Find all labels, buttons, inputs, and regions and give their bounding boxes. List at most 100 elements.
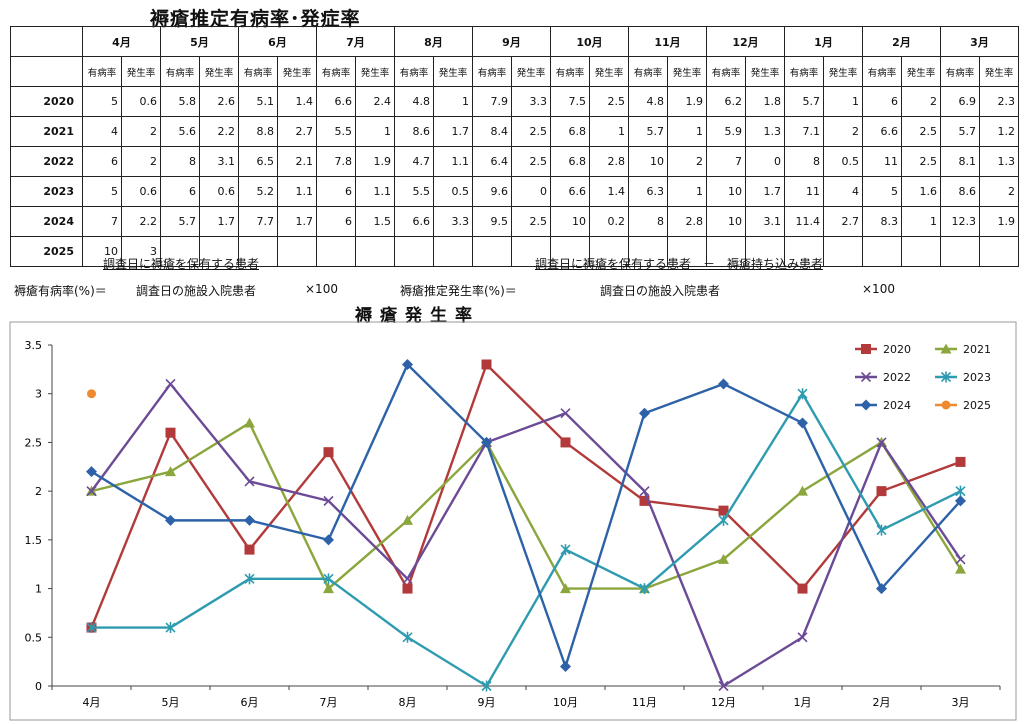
sub-header: 発生率: [199, 56, 239, 87]
sub-header: 有病率: [394, 56, 434, 87]
data-point-2021: [955, 563, 966, 574]
data-point-2022: [402, 573, 413, 584]
month-header: 12月: [706, 26, 785, 57]
data-point-2021: [797, 485, 808, 496]
data-point-2024: [797, 417, 808, 429]
value-cell: [706, 236, 746, 267]
sub-header: 有病率: [160, 56, 200, 87]
data-point-2023: [165, 622, 176, 634]
value-cell: 5.6: [160, 116, 200, 147]
value-cell: 1.7: [277, 206, 317, 237]
legend-label-2021: 2021: [963, 343, 991, 356]
x-tick-label: 2月: [873, 696, 891, 709]
data-point-2023: [876, 524, 887, 536]
value-cell: 0.2: [589, 206, 629, 237]
incidence-denominator: 調査日の施設入院患者: [600, 284, 721, 298]
value-cell: 10: [82, 236, 122, 267]
value-cell: 1.2: [979, 116, 1019, 147]
rates-table: 4月 5月 6月 7月 8月 9月 10月 11月 12月 1月 2月 3月 有病率 発生率 有病率 発生率有…: [10, 26, 1019, 267]
data-point-2022: [323, 495, 334, 506]
y-tick-label: 1: [35, 583, 42, 596]
data-point-2024: [86, 466, 97, 478]
x-tick-label: 11月: [632, 696, 657, 709]
value-cell: 1.3: [979, 146, 1019, 177]
value-cell: 3: [121, 236, 161, 267]
data-point-2020: [955, 456, 966, 467]
data-point-2023: [955, 485, 966, 497]
data-point-2023: [402, 631, 413, 643]
y-tick-label: 3.5: [25, 339, 43, 352]
data-point-2020: [323, 447, 334, 458]
data-point-2022: [718, 680, 729, 692]
value-cell: 6.8: [550, 146, 590, 177]
value-cell: 2: [979, 176, 1019, 207]
data-point-2022: [244, 476, 255, 487]
value-cell: 5: [862, 176, 902, 207]
data-point-2022: [86, 486, 97, 497]
x-tick-label: 8月: [399, 696, 417, 709]
sub-header: 有病率: [706, 56, 746, 87]
value-cell: [511, 236, 551, 267]
sub-header: 発生率: [823, 56, 863, 87]
value-cell: 1.4: [277, 86, 317, 117]
value-cell: 8.6: [394, 116, 434, 147]
sub-header: 有病率: [550, 56, 590, 87]
y-tick-label: 0.5: [25, 631, 43, 644]
value-cell: [394, 236, 434, 267]
value-cell: 8: [628, 206, 668, 237]
sub-header: 有病率: [784, 56, 824, 87]
value-cell: 1.8: [745, 86, 785, 117]
value-cell: 5: [82, 86, 122, 117]
value-cell: 5.9: [706, 116, 746, 147]
data-point-2023: [718, 514, 729, 526]
data-point-2022: [876, 437, 887, 448]
value-cell: 10: [550, 206, 590, 237]
legend-marker-2021: [940, 343, 952, 354]
value-cell: 1.9: [667, 86, 707, 117]
value-cell: 7.7: [238, 206, 278, 237]
series-line-2024: [90, 363, 962, 668]
legend-marker-2020: [861, 344, 871, 354]
month-header: 2月: [862, 26, 941, 57]
value-cell: 5.5: [316, 116, 356, 147]
value-cell: 7.9: [472, 86, 512, 117]
value-cell: [901, 236, 941, 267]
y-tick-label: 0: [35, 680, 42, 693]
x-tick-label: 6月: [241, 696, 259, 709]
series-line-2023: [91, 392, 962, 688]
legend-marker-2023: [940, 371, 952, 383]
value-cell: 6: [160, 176, 200, 207]
data-point-2024: [718, 378, 729, 390]
data-point-2020: [797, 583, 808, 594]
data-point-2024: [244, 514, 255, 526]
data-point-2020: [481, 359, 492, 370]
sub-header: 有病率: [472, 56, 512, 87]
value-cell: 8.1: [940, 146, 980, 177]
data-point-2024: [955, 495, 966, 507]
x-tick-label: 10月: [553, 696, 578, 709]
incidence-factor: ×100: [862, 282, 895, 296]
year-cell: 2024: [10, 206, 83, 237]
prevalence-denominator: 調査日の施設入院患者: [136, 284, 257, 298]
value-cell: 0: [511, 176, 551, 207]
table-row: 2024 7 2.2 5.7 1.7 7.7 1.7 6 1.5 6.6 3.3 9.5 2.5 10 0.…: [10, 206, 1019, 237]
series-line-2022: [90, 382, 962, 688]
month-header: 10月: [550, 26, 629, 57]
data-point-2024: [402, 358, 413, 370]
value-cell: 0.6: [199, 176, 239, 207]
x-tick-label: 12月: [711, 696, 736, 709]
value-cell: 1.9: [355, 146, 395, 177]
month-header-row: 4月 5月 6月 7月 8月 9月 10月 11月 12月 1月 2月 3月: [10, 26, 1019, 57]
data-point-2022: [797, 632, 808, 643]
value-cell: 7.1: [784, 116, 824, 147]
data-point-2024: [876, 583, 887, 595]
data-point-2023: [639, 583, 650, 595]
value-cell: 7: [706, 146, 746, 177]
value-cell: 5.7: [784, 86, 824, 117]
prevalence-label: 褥瘡有病率(%)＝: [14, 284, 107, 298]
value-cell: 6.6: [316, 86, 356, 117]
sub-header: 有病率: [316, 56, 356, 87]
corner-cell: [10, 56, 83, 87]
value-cell: 9.5: [472, 206, 512, 237]
